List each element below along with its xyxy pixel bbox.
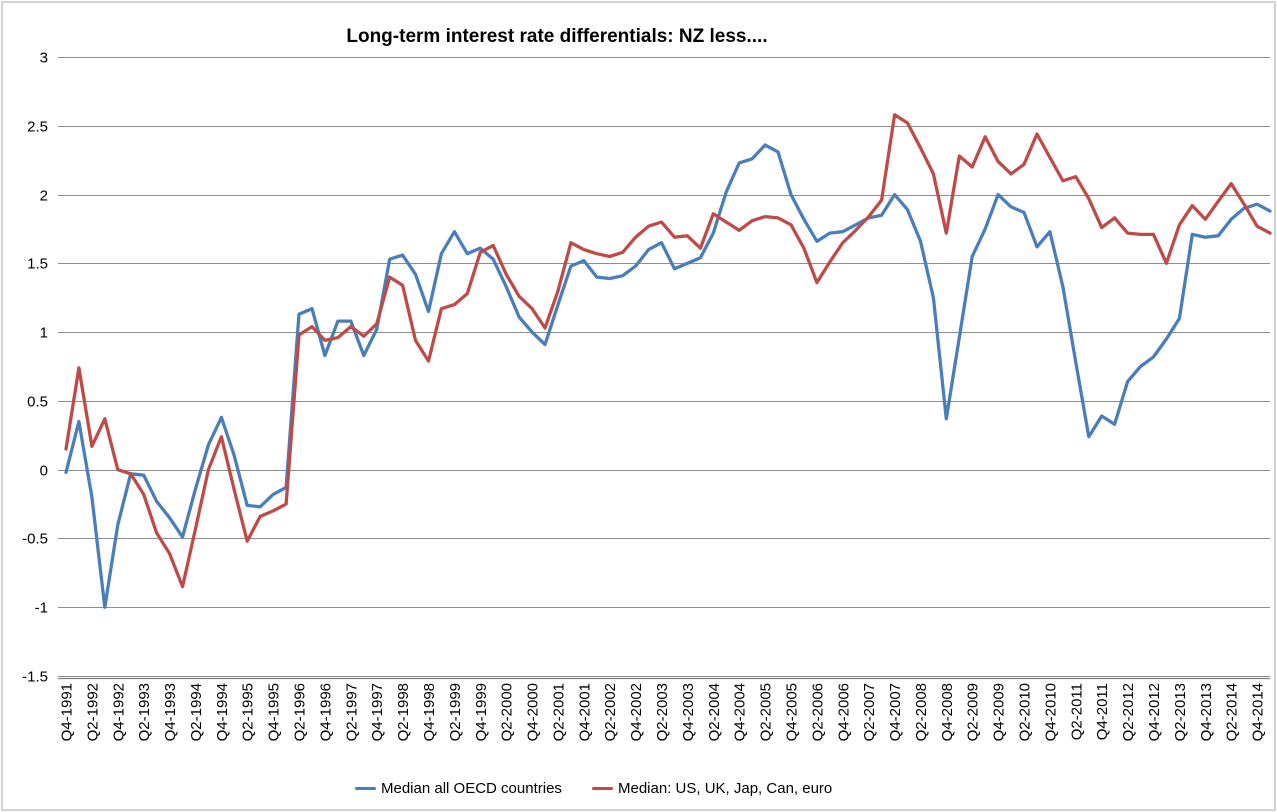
x-tick-label: Q2-1992 [84, 683, 101, 741]
series-line-oecd-median [64, 143, 1272, 609]
x-tick-label: Q2-1999 [447, 683, 464, 741]
x-tick-label: Q4-1996 [317, 683, 334, 741]
legend-item-oecd-median: Median all OECD countries [355, 781, 562, 796]
x-tick-label: Q2-2005 [758, 683, 775, 741]
x-tick-label: Q2-2012 [1120, 683, 1137, 741]
chart-title: Long-term interest rate differentials: N… [346, 25, 768, 47]
x-tick-label: Q4-2003 [680, 683, 697, 741]
x-tick-label: Q2-2011 [1068, 683, 1085, 740]
x-tick-label: Q4-1998 [421, 683, 438, 741]
y-tick-label: -0.5 [22, 531, 48, 548]
x-tick-label: Q4-2008 [939, 683, 956, 741]
x-tick-label: Q4-2001 [576, 683, 593, 741]
x-tick-label: Q2-1998 [395, 683, 412, 741]
x-tick-label: Q2-1994 [188, 683, 205, 741]
legend-item-us-uk-jap-can-euro: Median: US, UK, Jap, Can, euro [592, 781, 832, 796]
x-tick-label: Q4-1999 [473, 683, 490, 741]
x-tick-label: Q2-2003 [654, 683, 671, 741]
y-tick-label: -1.5 [22, 669, 48, 686]
x-tick-label: Q4-1994 [214, 683, 231, 741]
x-tick-label: Q2-2000 [499, 683, 516, 741]
x-tick-label: Q2-2008 [913, 683, 930, 741]
y-tick-label: 3 [40, 50, 48, 67]
x-tick-label: Q4-1992 [110, 683, 127, 741]
x-tick-label: Q2-2002 [602, 683, 619, 741]
x-tick-label: Q2-2010 [1017, 683, 1034, 741]
x-tick-label: Q2-1995 [240, 683, 257, 741]
x-tick-label: Q4-2009 [991, 683, 1008, 741]
x-tick-label: Q4-2006 [835, 683, 852, 741]
y-tick-label: 1 [40, 325, 48, 342]
x-tick-label: Q2-2004 [706, 683, 723, 741]
x-tick-label: Q4-1993 [162, 683, 179, 741]
y-tick-label: 2 [40, 188, 48, 205]
x-tick-label: Q4-1991 [59, 683, 76, 741]
legend-label-us-uk-jap-can-euro: Median: US, UK, Jap, Can, euro [618, 780, 833, 797]
x-tick-label: Q4-2007 [887, 683, 904, 741]
legend-line-swatch-red [592, 786, 613, 791]
y-tick-label: -1 [35, 600, 48, 617]
x-tick-label: Q4-2002 [628, 683, 645, 741]
legend-line-swatch-blue [355, 786, 376, 791]
x-tick-label: Q4-1997 [369, 683, 386, 741]
x-tick-label: Q2-1996 [292, 683, 309, 741]
x-tick-label: Q2-2007 [861, 683, 878, 741]
x-tick-label: Q2-1993 [136, 683, 153, 741]
x-tick-label: Q4-2014 [1250, 683, 1267, 741]
x-tick-label: Q2-2009 [965, 683, 982, 741]
series-line-us-uk-jap-can-euro-median [64, 113, 1272, 589]
x-tick-label: Q2-2014 [1224, 683, 1241, 741]
x-tick-label: Q4-2004 [732, 683, 749, 741]
x-tick-label: Q2-1997 [343, 683, 360, 741]
y-tick-label: 2.5 [27, 119, 48, 136]
x-tick-label: Q4-2011 [1094, 683, 1111, 740]
x-tick-label: Q2-2013 [1172, 683, 1189, 741]
x-tick-label: Q2-2006 [809, 683, 826, 741]
y-tick-label: 0 [40, 463, 48, 480]
x-tick-label: Q2-2001 [550, 683, 567, 741]
y-tick-label: 0.5 [27, 394, 48, 411]
x-tick-label: Q4-1995 [266, 683, 283, 741]
x-tick-label: Q4-2005 [783, 683, 800, 741]
y-tick-label: 1.5 [27, 256, 48, 273]
x-tick-label: Q4-2012 [1146, 683, 1163, 741]
x-tick-label: Q4-2000 [525, 683, 542, 741]
x-tick-label: Q4-2013 [1198, 683, 1215, 741]
legend-label-oecd-median: Median all OECD countries [381, 780, 562, 797]
x-tick-label: Q4-2010 [1042, 683, 1059, 741]
